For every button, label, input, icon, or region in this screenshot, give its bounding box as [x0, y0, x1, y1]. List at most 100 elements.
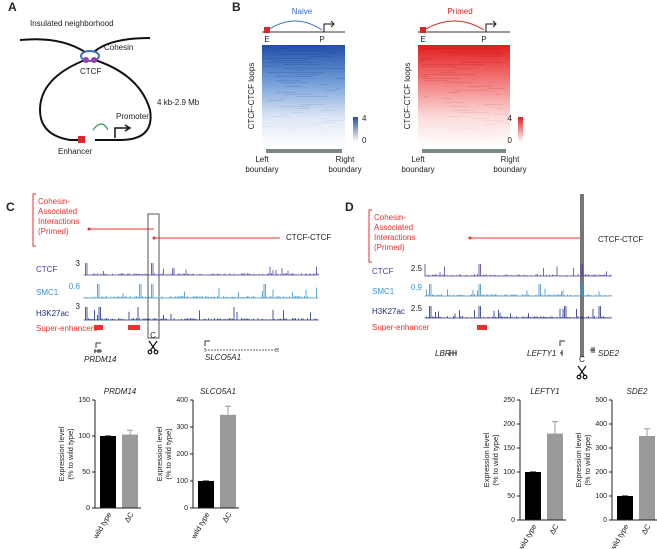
- heatmap-texture: [422, 64, 486, 65]
- color-scale: [518, 117, 523, 142]
- anchor: [152, 236, 156, 240]
- heatmap-texture: [433, 144, 434, 145]
- heatmap-texture: [274, 76, 313, 77]
- heatmap-texture: [285, 86, 303, 87]
- heatmap-texture: [419, 60, 427, 61]
- heatmap-texture: [424, 96, 428, 97]
- signal-track: [424, 284, 612, 297]
- heatmap-texture: [278, 106, 310, 107]
- bar: [198, 481, 214, 508]
- x-tick-label: wild type: [516, 522, 539, 549]
- scale-label: 0: [362, 136, 367, 145]
- x-tick-label: ΔC: [220, 510, 233, 524]
- heatmap: [418, 45, 510, 147]
- chromatin: [94, 59, 152, 141]
- panel-letter: A: [8, 0, 17, 14]
- deletion-box: [147, 213, 160, 339]
- y-axis-label: Expression level: [57, 426, 66, 481]
- label: Cohesin: [104, 43, 133, 52]
- heatmap-texture: [453, 68, 474, 69]
- label: Enhancer: [58, 147, 93, 156]
- bracket: [32, 193, 36, 247]
- y-tick-label: 0: [603, 517, 607, 524]
- enhancer-box: [420, 27, 426, 33]
- tss-arrow: [485, 20, 497, 32]
- heatmap-texture: [279, 98, 285, 99]
- ctcf-protein: [83, 57, 89, 63]
- scale-label: 0: [508, 136, 513, 145]
- browser-panel: Cohesin- Associated Interactions (Primed…: [368, 194, 643, 380]
- heatmap-texture: [479, 136, 486, 137]
- bar: [617, 496, 633, 520]
- heatmap-texture: [421, 48, 502, 49]
- bar: [525, 472, 541, 520]
- heatmap-texture: [460, 128, 476, 129]
- chart-title: SLCO5A1: [200, 387, 236, 396]
- label: boundary: [493, 165, 526, 174]
- bracket-label: (Primed): [374, 243, 405, 252]
- y-tick-label: 0: [511, 517, 515, 524]
- heatmap-texture: [440, 72, 457, 73]
- chromatin: [19, 38, 86, 53]
- heatmap-texture: [483, 132, 492, 133]
- cut-label: C: [150, 331, 156, 340]
- x-tick-label: ΔC: [122, 510, 135, 524]
- condition: Naive: [292, 7, 313, 16]
- track-label: H3K27ac: [372, 307, 405, 316]
- heatmap-texture: [420, 58, 435, 59]
- panel-letter: B: [232, 0, 241, 14]
- tss-arrow: [95, 342, 101, 348]
- scale-label: 4: [362, 114, 367, 123]
- diagram-title: Insulated neighborhood: [30, 19, 114, 28]
- cohesin-ring: [80, 50, 100, 62]
- heatmap-texture: [446, 116, 471, 117]
- label: 4 kb-2.9 Mb: [157, 98, 200, 107]
- deletion-marker: [580, 194, 584, 357]
- loop-label: CTCF-CTCF: [286, 233, 331, 242]
- heatmap-texture: [284, 68, 345, 69]
- label: E: [420, 35, 425, 44]
- heatmap-texture: [263, 126, 273, 127]
- loop-label: CTCF-CTCF: [598, 235, 643, 244]
- y-tick-label: 300: [176, 424, 188, 431]
- signal-track: [424, 306, 612, 319]
- y-axis-label: (% to wild type): [583, 434, 592, 486]
- heatmap-texture: [472, 100, 474, 101]
- gene-model: [590, 347, 595, 353]
- label: P: [481, 35, 486, 44]
- y-tick-label: 200: [503, 421, 515, 428]
- label: E: [264, 35, 269, 44]
- label: boundary: [245, 165, 278, 174]
- heatmap-texture: [431, 50, 435, 51]
- heatmap-texture: [485, 120, 504, 121]
- y-tick-label: 0: [86, 505, 90, 512]
- heatmap-texture: [497, 108, 502, 109]
- y-tick-label: 50: [82, 469, 90, 476]
- heatmap-texture: [425, 80, 450, 81]
- x-tick-label: ΔC: [639, 522, 652, 536]
- bracket-label: Interactions: [374, 233, 415, 242]
- super-enhancer: [128, 325, 140, 330]
- bracket-label: Cohesin-: [374, 213, 406, 222]
- y-tick-label: 400: [595, 421, 607, 428]
- y-tick-label: 200: [595, 469, 607, 476]
- y-axis-label: Expression level: [482, 432, 491, 487]
- heatmap-texture: [482, 104, 504, 105]
- heatmap-texture: [497, 122, 510, 123]
- y-axis-label: (% to wild type): [491, 434, 500, 486]
- heatmap-texture: [295, 102, 298, 103]
- heatmap-texture: [279, 48, 290, 49]
- heatmap-texture: [286, 50, 322, 51]
- gene-label: SDE2: [598, 349, 619, 358]
- bracket-label: Associated: [374, 223, 413, 232]
- heatmap-texture: [295, 70, 304, 71]
- track-label: CTCF: [36, 265, 57, 274]
- heatmap-texture: [293, 112, 306, 113]
- y-axis-label: (% to wild type): [66, 428, 75, 480]
- scale-label: 4: [508, 114, 513, 123]
- heatmap-texture: [318, 122, 336, 123]
- y-axis-label: (% to wild type): [164, 428, 173, 480]
- bracket-label: Cohesin-: [38, 197, 70, 206]
- heatmap-texture: [448, 106, 468, 107]
- bar: [100, 436, 116, 508]
